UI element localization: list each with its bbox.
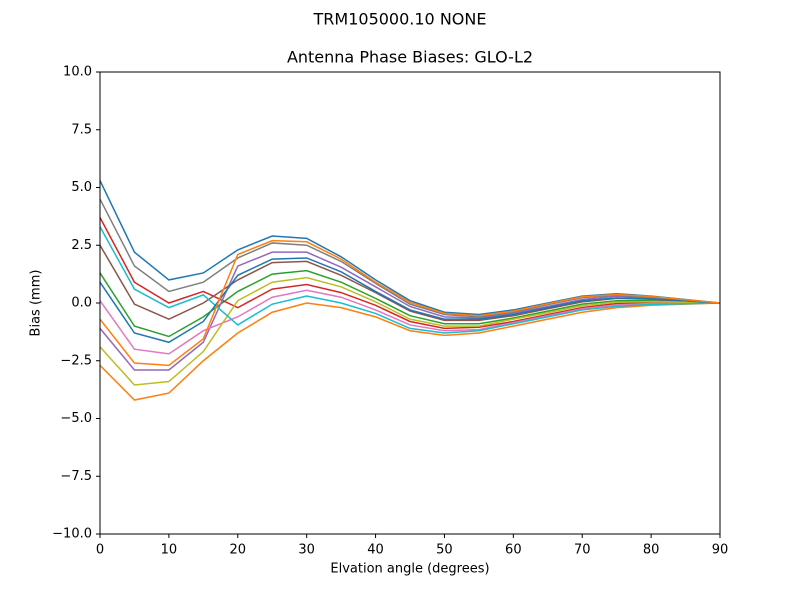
x-tick-label: 40: [367, 543, 384, 558]
series-line: [99, 239, 721, 367]
series-line: [99, 257, 721, 344]
series-line: [99, 276, 721, 386]
y-tick-label: 7.5: [71, 122, 92, 137]
x-tick-label: 30: [298, 543, 315, 558]
y-tick-label: −7.5: [60, 469, 92, 484]
x-tick-label: 10: [161, 543, 178, 558]
y-tick-label: −2.5: [60, 353, 92, 368]
series-line: [99, 289, 721, 355]
x-tick-label: 20: [230, 543, 247, 558]
series-line: [99, 244, 721, 322]
y-tick-label: 0.0: [71, 296, 92, 311]
x-tick-label: 90: [712, 543, 729, 558]
series-line: [99, 302, 721, 401]
x-tick-label: 60: [505, 543, 522, 558]
plot-area: [99, 180, 721, 401]
y-tick-label: 10.0: [63, 65, 92, 80]
suptitle: TRM105000.10 NONE: [313, 10, 487, 29]
series-line: [99, 269, 721, 338]
y-axis-label: Bias (mm): [29, 270, 44, 337]
x-tick-label: 80: [643, 543, 660, 558]
x-tick-label: 0: [96, 543, 104, 558]
x-axis-label: Elvation angle (degrees): [330, 562, 489, 577]
series-line: [99, 251, 721, 371]
y-tick-label: 5.0: [71, 180, 92, 195]
y-tick-label: −10.0: [52, 527, 92, 542]
series-line: [99, 226, 721, 334]
series-line: [99, 217, 721, 330]
y-tick-label: −5.0: [60, 411, 92, 426]
x-tick-label: 70: [574, 543, 591, 558]
chart-title: Antenna Phase Biases: GLO-L2: [287, 48, 533, 67]
y-tick-label: 2.5: [71, 238, 92, 253]
x-tick-label: 50: [436, 543, 453, 558]
